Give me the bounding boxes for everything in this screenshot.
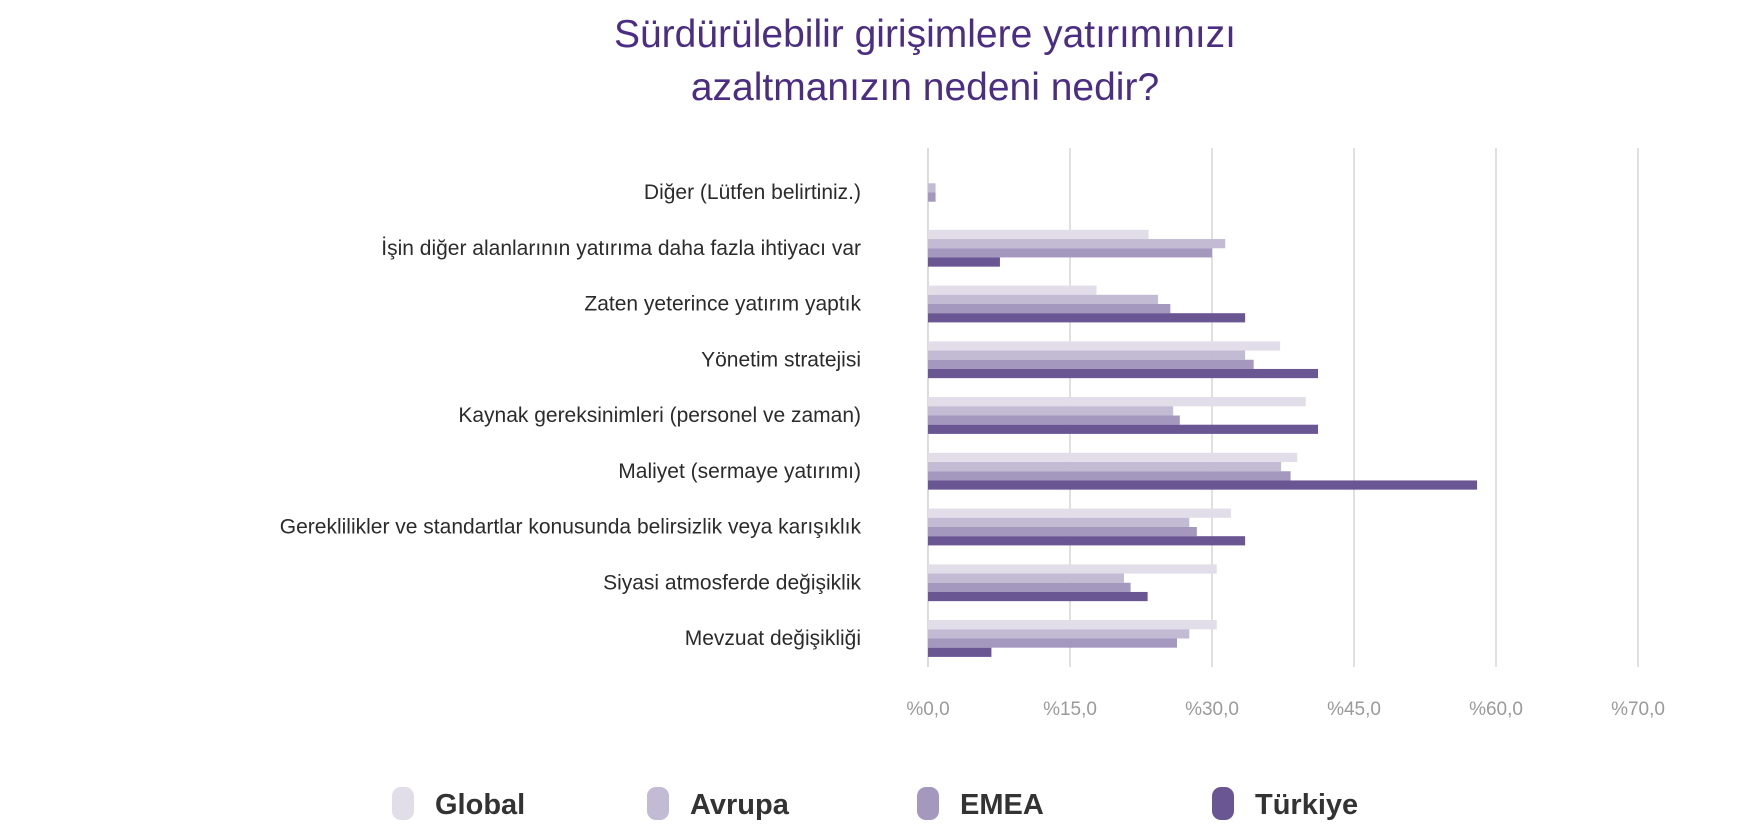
category-label: Maliyet (sermaye yatırımı) <box>618 460 861 483</box>
x-tick-label: %0,0 <box>906 699 949 720</box>
bar-emea <box>928 248 1212 258</box>
category-label: Gereklilikler ve standartlar konusunda b… <box>280 516 862 539</box>
bar-türkiye <box>928 480 1478 490</box>
bar-global <box>928 397 1306 407</box>
bar-avrupa <box>928 406 1174 416</box>
bar-global <box>928 285 1097 295</box>
bar-avrupa <box>928 183 936 193</box>
category-label: Zaten yeterince yatırım yaptık <box>584 293 861 316</box>
bar-türkiye <box>928 313 1246 323</box>
bar-global <box>928 508 1231 518</box>
legend: Global Avrupa EMEA Türkiye <box>392 787 1358 821</box>
bar-türkiye <box>928 257 1000 267</box>
bar-avrupa <box>928 517 1190 527</box>
category-label: Yönetim stratejisi <box>701 348 861 371</box>
category-label: İşin diğer alanlarının yatırıma daha faz… <box>381 237 861 260</box>
legend-label: Global <box>435 789 525 821</box>
bar-emea <box>928 582 1131 592</box>
legend-item: Avrupa <box>647 787 790 821</box>
x-tick-label: %15,0 <box>1043 699 1097 720</box>
x-tick-label: %70,0 <box>1611 699 1665 720</box>
bar-avrupa <box>928 462 1282 472</box>
legend-item: EMEA <box>917 787 1044 821</box>
bar-global <box>928 564 1217 574</box>
legend-swatch <box>647 787 669 820</box>
x-tick-label: %45,0 <box>1327 699 1381 720</box>
bar-global <box>928 229 1149 240</box>
legend-label: Türkiye <box>1255 789 1358 821</box>
bar-emea <box>928 415 1180 425</box>
bar-türkiye <box>928 368 1319 379</box>
bar-avrupa <box>928 239 1226 249</box>
bar-avrupa <box>928 294 1159 304</box>
x-axis-tick-labels: %0,0 %15,0 %30,0 %45,0 %60,0 %70,0 <box>906 699 1665 720</box>
bar-avrupa <box>928 573 1124 583</box>
bar-türkiye <box>928 647 992 657</box>
bar-türkiye <box>928 424 1319 434</box>
bar-emea <box>928 304 1171 314</box>
bar-türkiye <box>928 536 1246 546</box>
bar-global <box>928 341 1281 351</box>
bars <box>928 183 1478 657</box>
category-label: Diğer (Lütfen belirtiniz.) <box>644 181 861 204</box>
bar-emea <box>928 638 1177 648</box>
legend-item: Türkiye <box>1212 787 1358 821</box>
bar-global <box>928 620 1217 630</box>
category-label: Mevzuat değişikliği <box>685 627 861 650</box>
chart-title-line-2: azaltmanızın nedeni nedir? <box>691 66 1159 109</box>
bar-avrupa <box>928 350 1246 360</box>
legend-label: EMEA <box>960 789 1044 821</box>
bar-emea <box>928 359 1254 369</box>
bar-global <box>928 452 1298 463</box>
x-tick-label: %30,0 <box>1185 699 1239 720</box>
legend-swatch <box>392 787 414 820</box>
legend-item: Global <box>392 787 525 821</box>
x-tick-label: %60,0 <box>1469 699 1523 720</box>
legend-swatch <box>917 787 939 820</box>
bar-emea <box>928 527 1197 537</box>
category-labels: Diğer (Lütfen belirtiniz.) İşin diğer ala… <box>280 181 862 650</box>
bar-türkiye <box>928 591 1148 602</box>
legend-swatch <box>1212 787 1234 820</box>
bar-emea <box>928 471 1291 481</box>
bar-avrupa <box>928 629 1190 639</box>
legend-label: Avrupa <box>690 789 790 821</box>
bar-emea <box>928 192 936 202</box>
category-label: Kaynak gereksinimleri (personel ve zaman… <box>458 404 861 427</box>
category-label: Siyasi atmosferde değişiklik <box>603 571 861 594</box>
chart-title-line-1: Sürdürülebilir girişimlere yatırımınızı <box>614 13 1236 56</box>
